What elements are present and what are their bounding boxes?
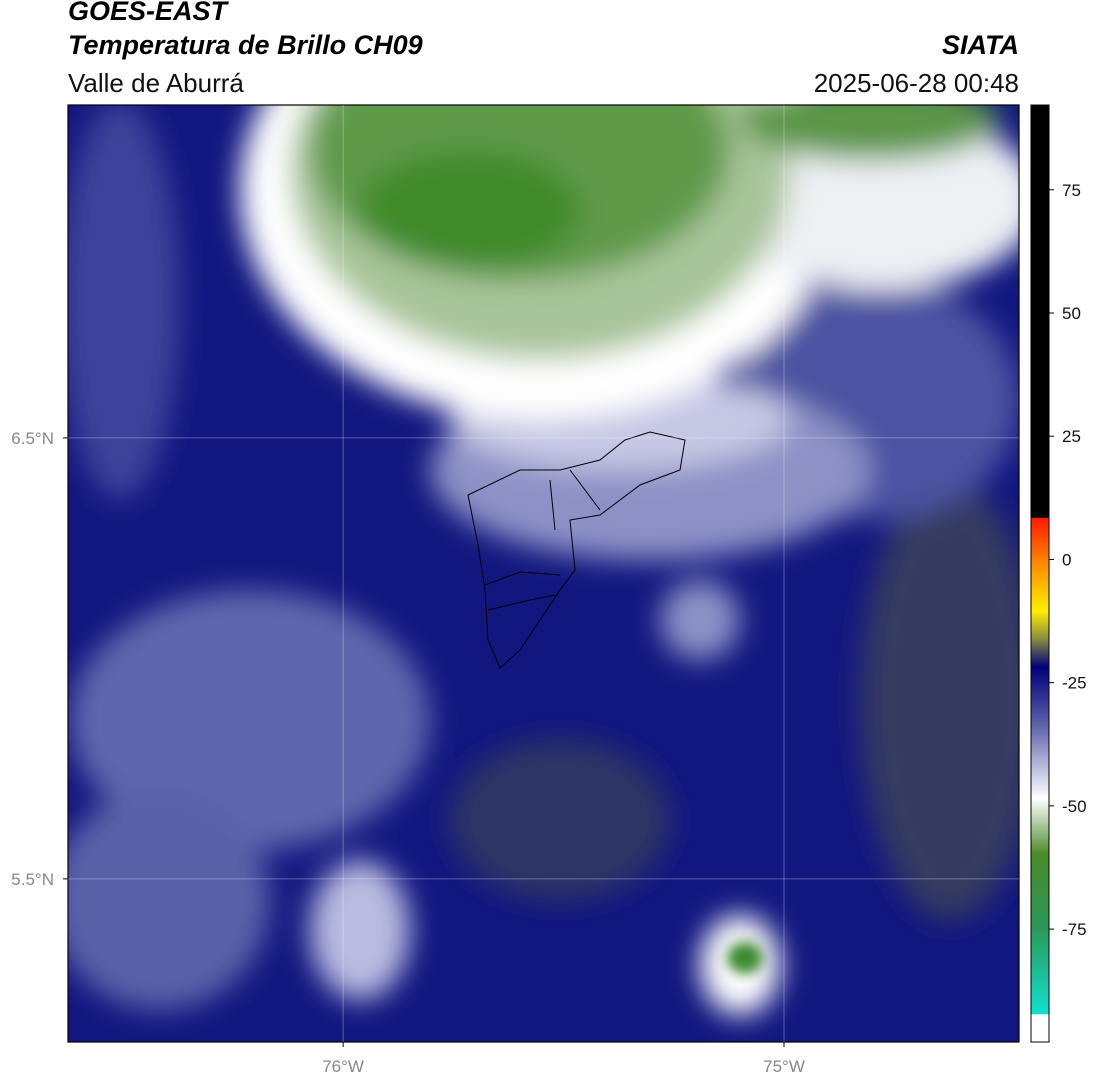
colorbar-tick-label: -75 <box>1062 920 1087 939</box>
colorbar-tick-label: -25 <box>1062 674 1087 693</box>
colorbar-tick-label: 25 <box>1062 427 1081 446</box>
source: SIATA <box>942 30 1019 60</box>
colorbar-tick-label: 75 <box>1062 181 1081 200</box>
title: GOES-EAST <box>68 0 230 26</box>
y-tick-label: 5.5°N <box>11 870 54 889</box>
subtitle: Temperatura de Brillo CH09 <box>68 30 423 60</box>
satellite-image <box>68 105 1019 1042</box>
datetime: 2025-06-28 00:48 <box>814 68 1019 98</box>
x-tick-label: 75°W <box>763 1057 805 1076</box>
colorbar-tick-label: -50 <box>1062 797 1087 816</box>
colorbar-tick-label: 50 <box>1062 304 1081 323</box>
basin-outline <box>467 431 686 669</box>
colorbar-tick-label: 0 <box>1062 550 1071 569</box>
map-frame <box>67 104 1020 1043</box>
x-tick-label: 76°W <box>322 1057 364 1076</box>
region: Valle de Aburrá <box>68 68 244 98</box>
y-tick-label: 6.5°N <box>11 429 54 448</box>
colorbar <box>1030 104 1050 1043</box>
